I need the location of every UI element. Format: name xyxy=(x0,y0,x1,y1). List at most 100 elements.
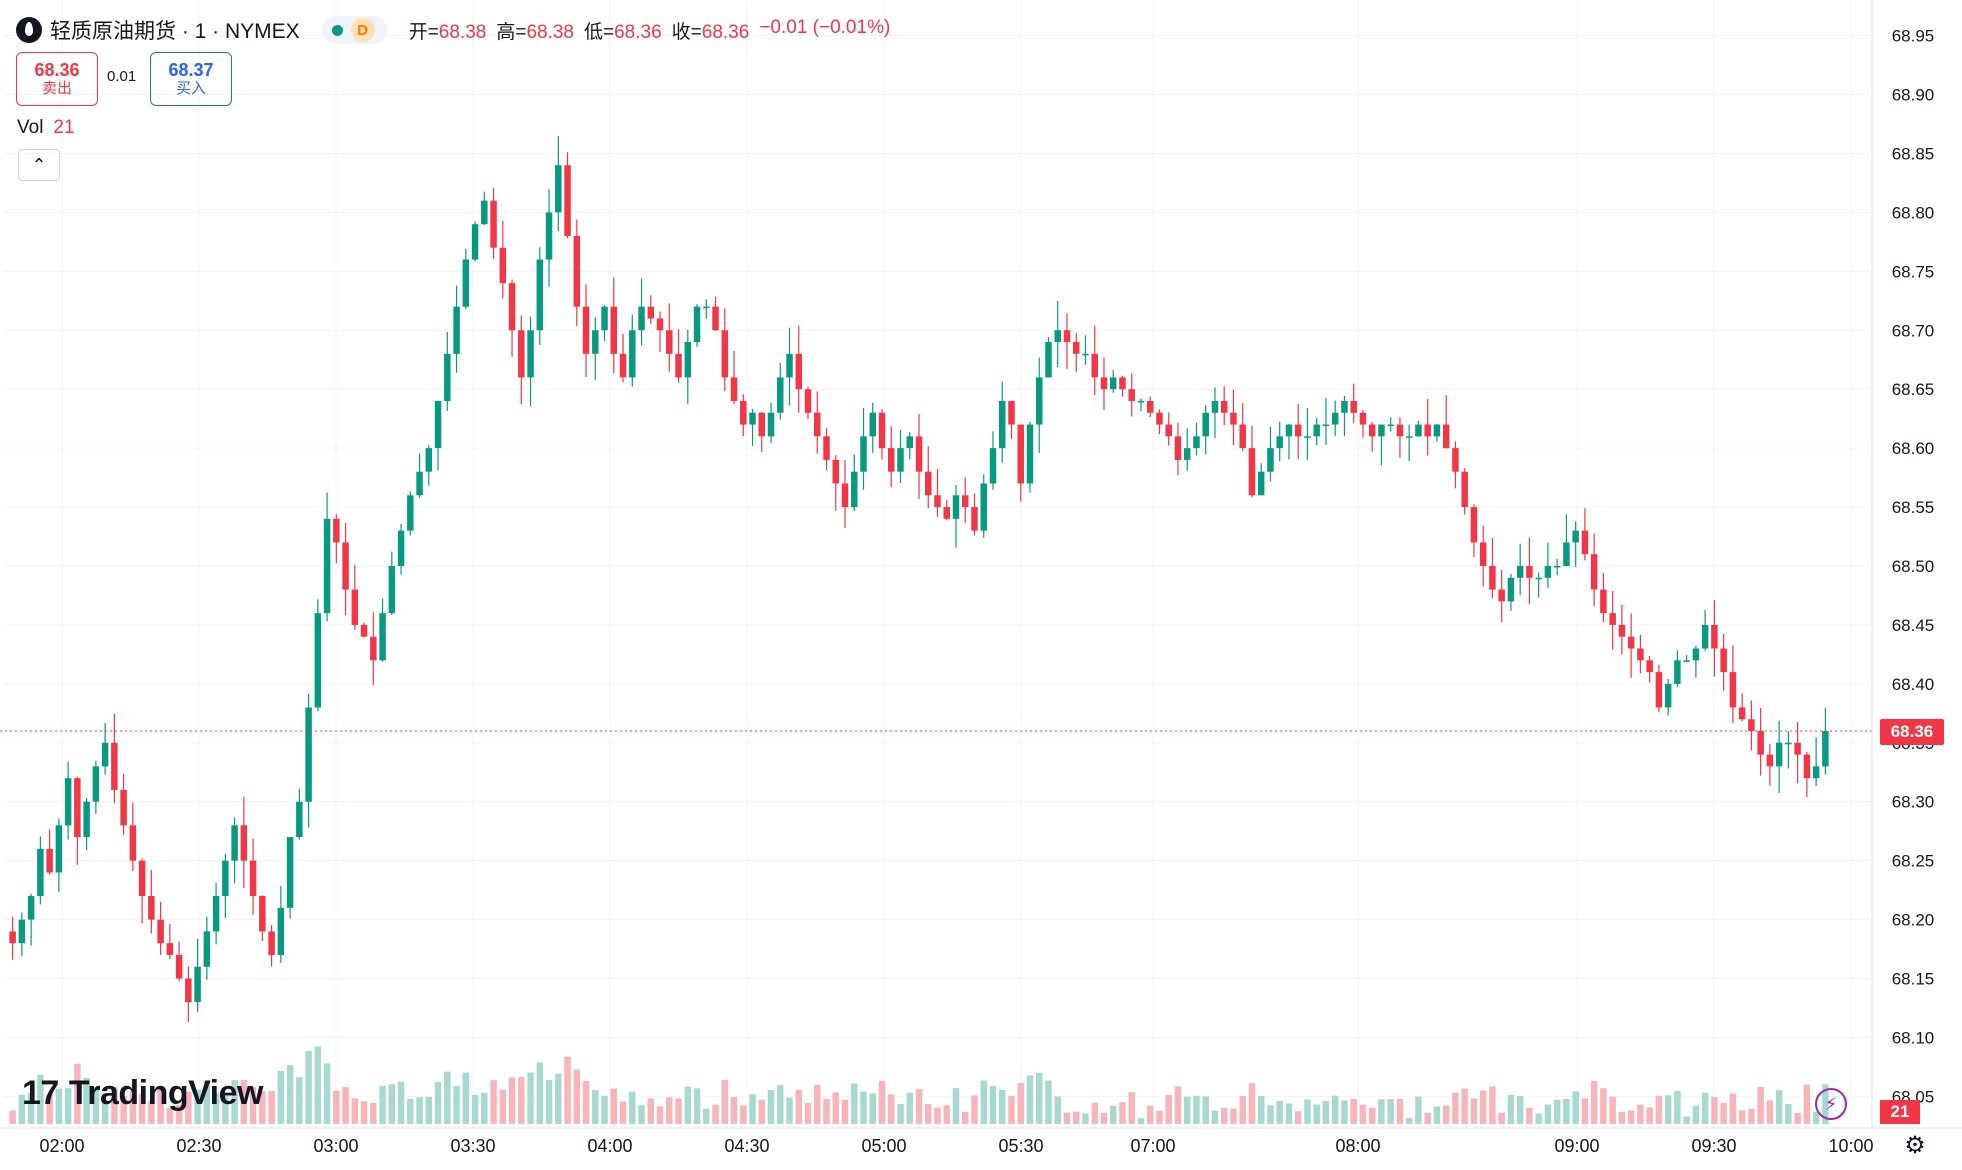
lightning-icon[interactable]: ⚡ xyxy=(1815,1088,1847,1120)
candle-body xyxy=(906,436,913,449)
volume-bar xyxy=(175,1104,183,1124)
candle-body xyxy=(305,707,312,802)
volume-bar xyxy=(1405,1117,1413,1124)
candle-body xyxy=(795,353,803,390)
volume-bar xyxy=(1766,1100,1774,1124)
volume-bar xyxy=(1553,1099,1561,1124)
candle-body xyxy=(601,306,608,331)
volume-bar xyxy=(1322,1100,1330,1124)
volume-bar xyxy=(878,1080,886,1124)
candle-body xyxy=(1711,624,1718,649)
candle-body xyxy=(730,377,738,401)
volume-bar xyxy=(1248,1083,1256,1124)
volume-bar xyxy=(518,1077,525,1124)
candle-body xyxy=(55,825,63,873)
volume-bar xyxy=(1128,1092,1135,1124)
candle-body xyxy=(1174,436,1182,460)
candle-body xyxy=(804,389,812,413)
candle-body xyxy=(1285,424,1293,437)
volume-bar xyxy=(1609,1096,1616,1124)
candle-body xyxy=(388,566,396,614)
volume-legend[interactable]: Vol 21 xyxy=(17,117,75,139)
y-tick-label: 68.90 xyxy=(1892,86,1935,105)
volume-bar xyxy=(9,1110,16,1124)
volume-bar xyxy=(666,1097,673,1124)
x-tick-label: 09:00 xyxy=(1554,1136,1599,1156)
y-tick-label: 68.80 xyxy=(1892,203,1935,222)
candle-body xyxy=(878,412,886,449)
candle-body xyxy=(1211,400,1219,413)
candle-body xyxy=(684,342,692,378)
candle-body xyxy=(1128,389,1135,401)
volume-bar xyxy=(1202,1096,1209,1124)
volume-bar xyxy=(481,1092,488,1124)
candle-body xyxy=(1563,542,1570,566)
volume-bar xyxy=(925,1104,932,1124)
volume-bar xyxy=(194,1089,201,1124)
volume-bar xyxy=(1100,1112,1108,1124)
y-tick-label: 68.20 xyxy=(1892,911,1935,930)
volume-bar xyxy=(1563,1099,1570,1124)
candle-body xyxy=(1498,589,1505,602)
candle-body xyxy=(1655,672,1663,708)
symbol-title[interactable]: 轻质原油期货 · 1 · NYMEX xyxy=(50,20,300,43)
y-tick-label: 68.65 xyxy=(1892,380,1935,399)
candle-body xyxy=(1507,577,1515,602)
volume-bar xyxy=(851,1083,858,1124)
candle-body xyxy=(268,931,275,955)
volume-bar xyxy=(323,1063,331,1124)
sell-button[interactable]: 68.36 卖出 xyxy=(16,52,98,106)
market-status-pill[interactable]: D xyxy=(321,16,387,44)
candle-body xyxy=(499,247,507,284)
candle-body xyxy=(74,778,81,838)
candle-body xyxy=(1479,542,1487,566)
candle-body xyxy=(1239,424,1246,449)
volume-bar xyxy=(434,1082,442,1124)
volume-bar xyxy=(601,1095,608,1124)
gear-icon[interactable]: ⚙ xyxy=(1904,1131,1926,1159)
candle-body xyxy=(971,507,978,531)
candle-body xyxy=(111,742,118,790)
volume-bar xyxy=(999,1089,1006,1124)
price-axis[interactable]: 68.0568.1068.1568.2068.2568.3068.3568.40… xyxy=(1892,27,1935,1107)
candle-body xyxy=(1137,400,1145,403)
candle-body xyxy=(869,412,876,437)
volume-bar xyxy=(1174,1086,1182,1124)
candle-body xyxy=(1748,719,1755,732)
candle-body xyxy=(1553,566,1561,568)
candle-body xyxy=(18,919,26,944)
candle-body xyxy=(1618,624,1626,637)
volume-bar xyxy=(1442,1105,1450,1124)
y-tick-label: 68.75 xyxy=(1892,262,1935,281)
volume-bar xyxy=(795,1089,803,1124)
volume-bar xyxy=(1637,1104,1644,1124)
candle-body xyxy=(148,896,155,920)
collapse-legend-button[interactable]: ⌃ xyxy=(18,149,60,181)
volume-bar xyxy=(1193,1095,1200,1124)
candle-body xyxy=(1313,424,1320,437)
volume-bar xyxy=(786,1097,793,1124)
candle-body xyxy=(1378,424,1385,437)
sell-label: 卖出 xyxy=(41,80,72,97)
candle-body xyxy=(1544,566,1552,578)
buy-button[interactable]: 68.37 买入 xyxy=(150,52,232,106)
volume-bar xyxy=(1785,1104,1792,1124)
volume-bar xyxy=(758,1099,766,1124)
candle-body xyxy=(1082,353,1089,356)
candle-body xyxy=(1794,742,1801,755)
volume-bar xyxy=(74,1063,81,1124)
volume-bar xyxy=(1618,1112,1626,1124)
volume-bar xyxy=(1775,1090,1783,1124)
candle-body xyxy=(249,860,257,897)
volume-bar xyxy=(1017,1082,1024,1124)
candle-body xyxy=(37,848,44,897)
volume-bar xyxy=(1220,1108,1228,1124)
tradingview-logo[interactable]: 17 TradingView xyxy=(22,1074,263,1113)
time-axis[interactable]: 02:00 02:30 03:00 03:30 04:00 04:30 05:00 05:30… xyxy=(39,1136,1873,1156)
candle-body xyxy=(675,353,682,378)
candle-body xyxy=(629,330,636,378)
candle-body xyxy=(1008,400,1015,425)
candle-body xyxy=(712,306,719,331)
candle-body xyxy=(999,400,1006,449)
